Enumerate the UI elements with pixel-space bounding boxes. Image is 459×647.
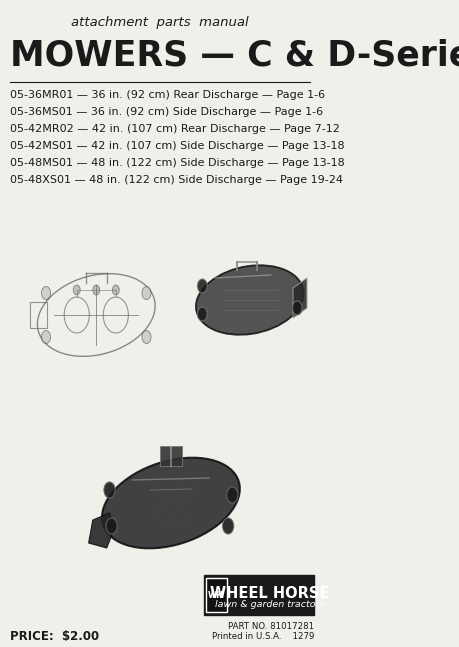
Bar	[206, 578, 227, 612]
Ellipse shape	[41, 331, 50, 344]
Text: WHEEL HORSE: WHEEL HORSE	[210, 586, 330, 601]
Bar	[30, 302, 47, 328]
Text: 05-48XS01 — 48 in. (122 cm) Side Discharge — Page 19-24: 05-48XS01 — 48 in. (122 cm) Side Dischar…	[11, 175, 343, 185]
Ellipse shape	[112, 285, 119, 295]
Text: PRICE:  $2.00: PRICE: $2.00	[11, 630, 100, 643]
Text: 05-36MS01 — 36 in. (92 cm) Side Discharge — Page 1-6: 05-36MS01 — 36 in. (92 cm) Side Discharg…	[11, 107, 324, 117]
Text: 05-36MR01 — 36 in. (92 cm) Rear Discharge — Page 1-6: 05-36MR01 — 36 in. (92 cm) Rear Discharg…	[11, 90, 325, 100]
Ellipse shape	[93, 285, 100, 295]
Ellipse shape	[73, 285, 80, 295]
Text: MOWERS — C & D-Series: MOWERS — C & D-Series	[11, 38, 459, 72]
Text: WH: WH	[208, 591, 224, 600]
Ellipse shape	[106, 518, 117, 534]
Bar	[204, 575, 314, 615]
Ellipse shape	[142, 287, 151, 300]
Text: lawn & garden tractors: lawn & garden tractors	[215, 600, 325, 609]
Ellipse shape	[142, 331, 151, 344]
Text: 05-42MR02 — 42 in. (107 cm) Rear Discharge — Page 7-12: 05-42MR02 — 42 in. (107 cm) Rear Dischar…	[11, 124, 340, 134]
Text: PART NO. 81017281: PART NO. 81017281	[228, 622, 314, 631]
Polygon shape	[89, 513, 114, 548]
Ellipse shape	[227, 487, 238, 503]
Polygon shape	[293, 278, 307, 318]
Text: Printed in U.S.A.    1279: Printed in U.S.A. 1279	[212, 632, 314, 641]
Ellipse shape	[223, 518, 234, 534]
Ellipse shape	[292, 301, 302, 315]
Ellipse shape	[197, 279, 207, 293]
Ellipse shape	[41, 287, 50, 300]
Text: 05-42MS01 — 42 in. (107 cm) Side Discharge — Page 13-18: 05-42MS01 — 42 in. (107 cm) Side Dischar…	[11, 141, 345, 151]
Ellipse shape	[104, 482, 115, 498]
Text: 05-48MS01 — 48 in. (122 cm) Side Discharge — Page 13-18: 05-48MS01 — 48 in. (122 cm) Side Dischar…	[11, 158, 345, 168]
Text: attachment  parts  manual: attachment parts manual	[71, 16, 249, 29]
Bar	[160, 446, 182, 466]
Ellipse shape	[196, 265, 303, 334]
Ellipse shape	[197, 307, 207, 321]
Ellipse shape	[102, 457, 240, 548]
